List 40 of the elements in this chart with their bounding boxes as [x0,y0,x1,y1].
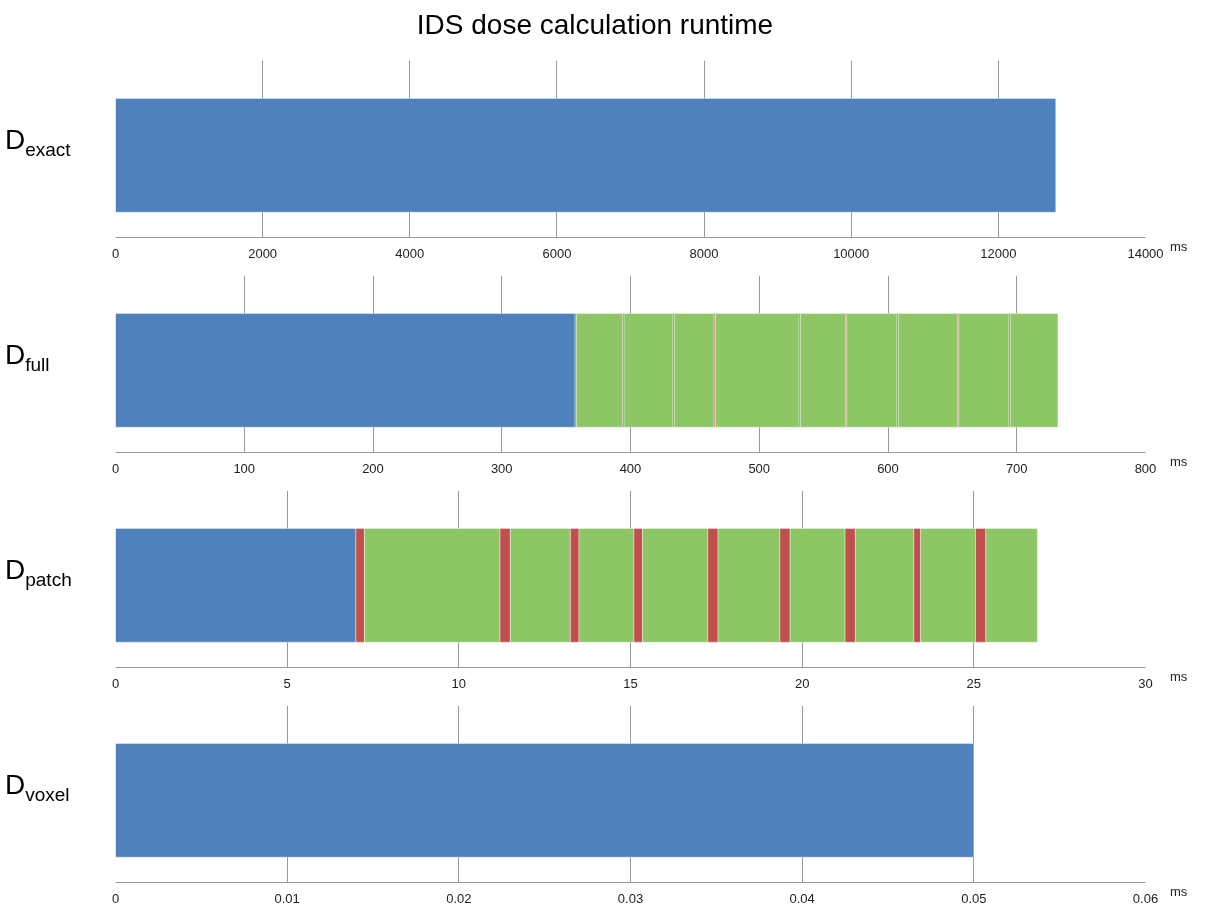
chart-title: IDS dose calculation runtime [415,8,775,42]
x-axis-title: ms [1170,238,1188,256]
x-tick-label: 14000 [1127,245,1164,261]
y-tick-label: D$_{full}$ [5,338,50,377]
x-axis-title: ms [1170,453,1188,471]
x-tick-label: 10 [451,675,467,691]
x-tick-label: 800 [1134,460,1157,476]
x-tick-label: 0 [111,460,120,476]
x-tick-label: 0 [111,675,120,691]
y-tick-label: D$_{voxel}$ [5,768,70,807]
x-tick-label: 300 [490,460,513,476]
x-tick-label: 0 [111,890,120,906]
x-tick-label: 20 [794,675,810,691]
x-tick-label: 0.03 [617,890,644,906]
x-tick-label: 0.05 [961,890,987,906]
x-tick-label: 2000 [248,245,278,261]
x-tick-label: 0.06 [1132,890,1159,906]
x-tick-label: 8000 [689,245,719,261]
x-tick-label: 12000 [980,245,1017,261]
x-tick-label: 0.01 [274,890,300,906]
x-axis-title: ms [1170,668,1188,686]
x-tick-label: 0.04 [789,890,815,906]
x-tick-label: 100 [233,460,256,476]
x-tick-label: 0.02 [446,890,472,906]
x-tick-label: 4000 [395,245,425,261]
x-axis-title: ms [1170,883,1188,901]
x-tick-label: 200 [362,460,384,476]
x-tick-label: 700 [1005,460,1028,476]
x-tick-label: 25 [966,675,982,691]
y-tick-label: D$_{patch}$ [5,553,72,592]
x-tick-label: 500 [748,460,771,476]
y-tick-label: D$_{exact}$ [5,123,71,162]
x-tick-label: 5 [283,675,291,691]
x-tick-label: 600 [877,460,899,476]
x-tick-label: 0 [111,245,120,261]
x-tick-label: 6000 [542,245,572,261]
x-tick-label: 15 [623,675,638,691]
x-tick-label: 10000 [833,245,870,261]
x-tick-label: 400 [619,460,642,476]
x-tick-label: 30 [1138,675,1153,691]
